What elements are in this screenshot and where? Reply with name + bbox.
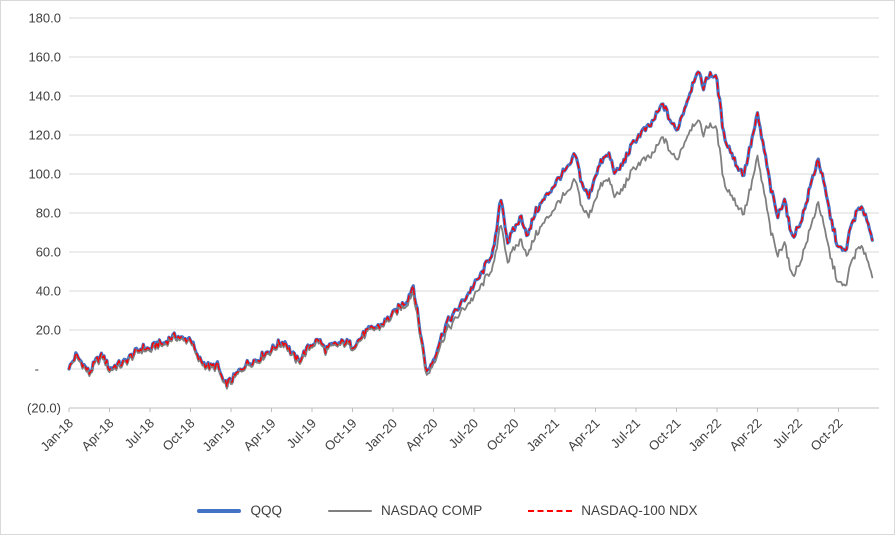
x-tick-label: Jan-19 [199,416,238,455]
x-tick-label: Oct-19 [321,416,359,454]
x-tick-label: Jan-18 [37,416,76,455]
legend-item-nasdaq-100-ndx[interactable]: NASDAQ-100 NDX [528,503,698,518]
y-tick-label: 40.0 [36,284,61,299]
y-tick-label: 180.0 [28,11,61,26]
x-tick-label: Jan-21 [523,416,562,455]
legend-label-nasdaq-100-ndx: NASDAQ-100 NDX [581,503,698,518]
y-tick-label: 20.0 [36,323,61,338]
x-tick-label: Jul-21 [607,416,643,452]
nasdaq-100-ndx-line-swatch [528,509,573,512]
x-tick-label: Oct-21 [645,416,683,454]
y-tick-label: 120.0 [28,128,61,143]
gridlines [69,17,879,409]
y-axis-labels: 180.0 160.0 140.0 120.0 100.0 80.0 60.0 40.0 20.… [27,11,61,416]
x-tick-label: Apr-18 [78,416,116,454]
y-tick-label: - [35,362,39,377]
x-tick-label: Apr-21 [564,416,602,454]
x-tick-label: Jul-20 [445,416,481,452]
x-tick-label: Apr-19 [240,416,278,454]
x-tick-label: Apr-22 [726,416,764,454]
y-tick-label: (20.0) [27,401,61,416]
series-lines [67,70,874,390]
axes [68,408,839,412]
legend-label-qqq: QQQ [250,503,282,518]
series-line-nasdaq-comp [68,119,874,390]
x-tick-label: Apr-20 [402,416,440,454]
nasdaq-comp-line-swatch [327,509,372,512]
x-axis-labels: Jan-18 Apr-18 Jul-18 Oct-18 Jan-19 Apr-19 Jul-… [37,416,845,455]
y-tick-label: 80.0 [36,206,61,221]
legend-item-nasdaq-comp[interactable]: NASDAQ COMP [327,503,483,518]
legend-label-nasdaq-comp: NASDAQ COMP [380,503,483,518]
y-tick-label: 100.0 [28,167,61,182]
y-tick-label: 60.0 [36,245,61,260]
x-tick-label: Jan-20 [361,416,400,455]
series-line-nasdaq-100-ndx [68,71,873,388]
legend-item-qqq[interactable]: QQQ [197,503,282,518]
x-tick-label: Jul-22 [769,416,805,452]
x-tick-label: Oct-18 [159,416,197,454]
chart-legend: QQQ NASDAQ COMP NASDAQ-100 NDX [1,503,894,518]
x-tick-label: Jul-18 [121,416,157,452]
line-chart-plot: 180.0 160.0 140.0 120.0 100.0 80.0 60.0 40.0 20.… [27,11,879,455]
y-tick-label: 140.0 [28,89,61,104]
x-tick-label: Jul-19 [283,416,319,452]
qqq-line-swatch [197,508,242,513]
y-tick-label: 160.0 [28,50,61,65]
x-tick-label: Jan-22 [685,416,724,455]
x-tick-label: Oct-22 [807,416,845,454]
x-tick-label: Oct-20 [483,416,521,454]
